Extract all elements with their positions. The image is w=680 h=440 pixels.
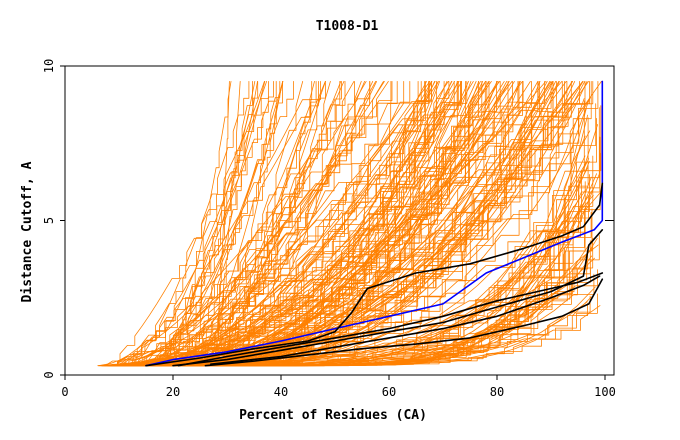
y-tick-label: 5 [42, 217, 56, 224]
model-curve [103, 81, 602, 367]
model-curve [115, 81, 277, 367]
x-tick-label: 40 [274, 385, 288, 399]
y-axis-label: Distance Cutoff, A [20, 161, 35, 302]
model-curve [114, 81, 265, 367]
axis-ticks: 0 20 40 60 80 100 0 5 10 [42, 59, 616, 399]
model-curve [210, 174, 600, 367]
series-line [177, 272, 604, 367]
x-tick-label: 20 [166, 385, 180, 399]
model-curve [104, 81, 270, 367]
model-curve [124, 81, 532, 367]
y-tick-label: 0 [42, 371, 56, 378]
model-curve [101, 81, 590, 367]
model-curve [209, 81, 594, 367]
y-tick-label: 10 [42, 59, 56, 73]
x-tick-label: 100 [594, 385, 616, 399]
x-tick-label: 0 [61, 385, 68, 399]
series-line [210, 275, 601, 366]
model-curve [115, 81, 432, 367]
model-curve [112, 81, 584, 367]
chart-title: T1008-D1 [316, 19, 379, 34]
model-curve [124, 81, 367, 367]
model-curve [102, 81, 458, 367]
model-curve [109, 81, 313, 367]
model-curve [132, 96, 592, 367]
model-curve [99, 81, 392, 367]
model-curve [132, 81, 250, 367]
model-curve [117, 81, 501, 367]
model-curve [130, 81, 460, 367]
model-curve [98, 81, 429, 367]
series-line [145, 182, 604, 367]
series-line [145, 80, 604, 367]
model-curve [98, 81, 355, 367]
model-curve [142, 81, 268, 367]
series-line [172, 229, 604, 367]
model-curve [138, 81, 539, 367]
highlighted-series-layer [145, 80, 604, 367]
series-line [204, 278, 604, 367]
background-models-layer [97, 81, 602, 367]
model-curve [104, 81, 371, 367]
x-tick-label: 60 [382, 385, 396, 399]
model-curve [212, 81, 553, 367]
model-curve [168, 81, 599, 367]
model-curve [103, 81, 563, 367]
x-tick-label: 80 [490, 385, 504, 399]
model-curve [148, 81, 294, 367]
model-curve [155, 81, 275, 367]
x-axis-label: Percent of Residues (CA) [239, 408, 427, 423]
